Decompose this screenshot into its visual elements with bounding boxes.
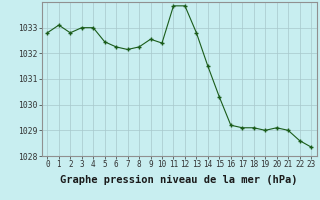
X-axis label: Graphe pression niveau de la mer (hPa): Graphe pression niveau de la mer (hPa) [60,175,298,185]
